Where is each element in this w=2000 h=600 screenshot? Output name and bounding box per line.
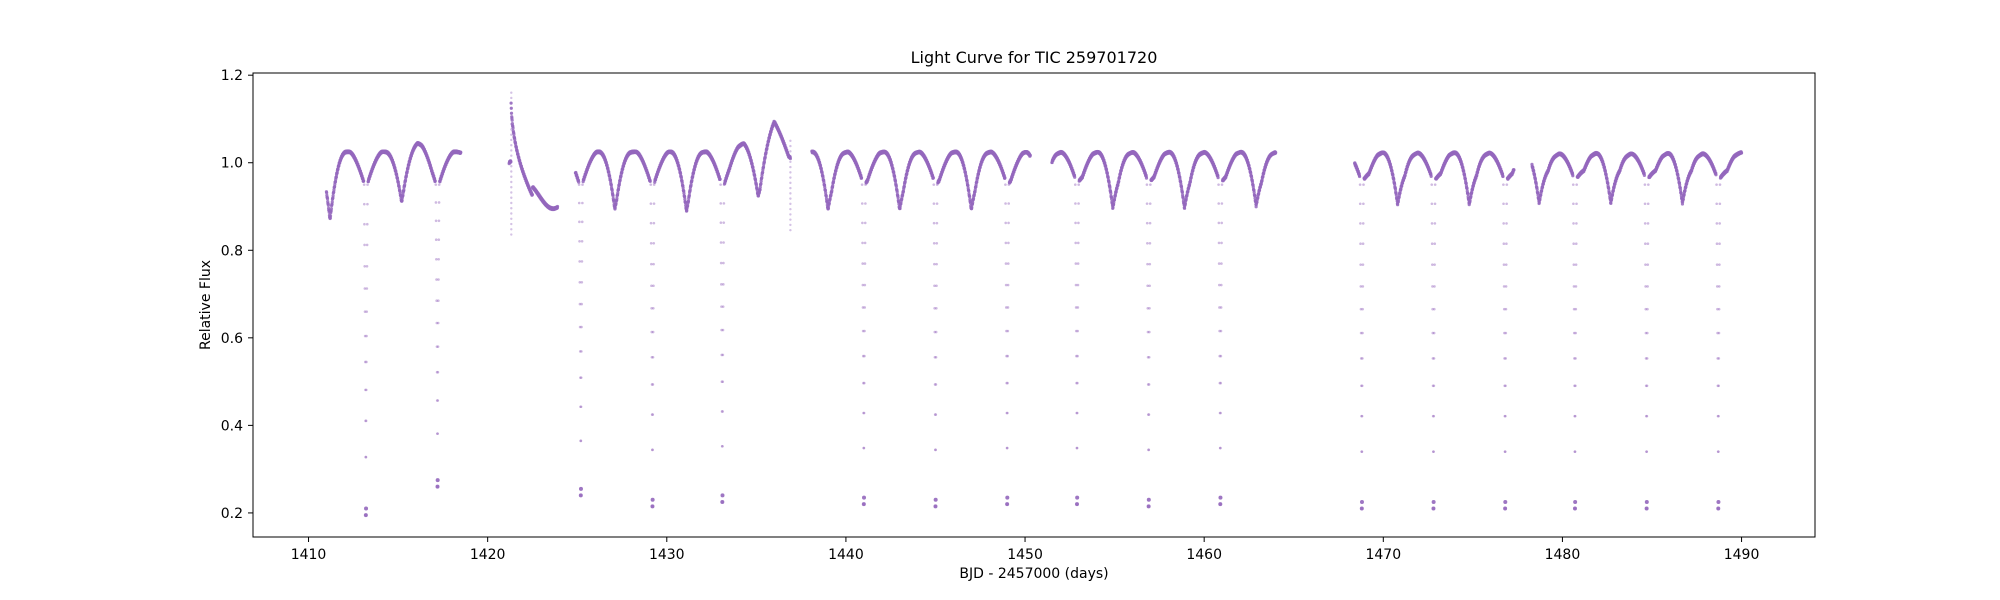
flux-point: [459, 150, 463, 155]
flux-point: [512, 132, 516, 136]
flux-point: [404, 173, 409, 177]
flux-point: [648, 179, 652, 183]
flux-point: [510, 118, 514, 122]
flux-point: [325, 197, 330, 201]
flux-point: [931, 176, 935, 180]
flux-point: [859, 176, 864, 180]
flux-point: [403, 183, 407, 187]
flux-point: [1216, 176, 1220, 180]
flux-point: [1571, 174, 1575, 178]
flux-point: [511, 126, 515, 130]
flux-point: [1512, 168, 1516, 172]
flux-point: [328, 214, 333, 218]
flux-point: [401, 193, 405, 197]
flux-point: [613, 206, 617, 210]
flux-point: [609, 183, 613, 187]
flux-point: [329, 207, 333, 211]
flux-point: [1144, 176, 1149, 180]
flux-point: [330, 200, 334, 204]
flux-point: [402, 188, 406, 192]
flux-point: [1501, 174, 1505, 179]
flux-point: [1642, 173, 1646, 177]
flux-point: [555, 204, 560, 209]
flux-point: [1357, 174, 1362, 179]
flux-point: [1028, 153, 1032, 157]
flux-point: [325, 191, 329, 195]
flux-point: [1429, 174, 1433, 178]
flux-point: [614, 201, 618, 205]
flux-point: [530, 193, 534, 197]
flux-point: [1003, 176, 1007, 180]
flux-point: [403, 178, 408, 182]
flux-point: [362, 179, 366, 183]
flux-point: [1073, 175, 1077, 179]
flux-point: [577, 180, 581, 184]
flux-point: [326, 203, 330, 207]
flux-point: [332, 188, 336, 192]
flux-point: [611, 194, 615, 198]
flux-point: [1274, 150, 1278, 155]
flux-point: [718, 177, 722, 181]
flux-point: [610, 188, 614, 192]
flux-point: [331, 194, 335, 198]
flux-point: [509, 101, 513, 105]
flux-point: [616, 191, 620, 195]
flux-point: [615, 196, 619, 200]
flux-point: [513, 137, 517, 141]
flux-point: [400, 198, 404, 202]
flux-point: [509, 111, 514, 115]
data-points-layer: [324, 91, 1744, 518]
flux-point: [509, 160, 513, 164]
flux-point: [509, 106, 513, 110]
flux-point: [433, 179, 437, 183]
